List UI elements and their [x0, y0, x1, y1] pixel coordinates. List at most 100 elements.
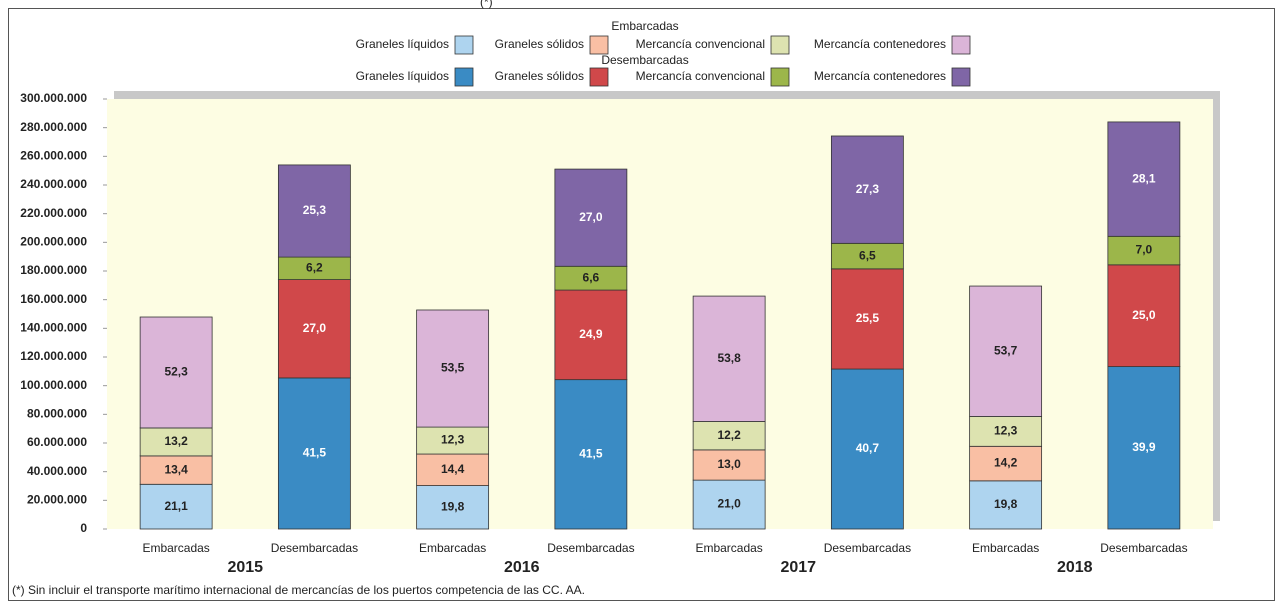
y-tick-label: 80.000.000: [27, 407, 87, 421]
plot-area: [107, 99, 1213, 529]
y-tick-label: 300.000.000: [20, 91, 87, 105]
bar-segment: [554, 289, 628, 381]
data-label: 40,7: [856, 441, 880, 455]
data-label: 27,0: [579, 210, 603, 224]
x-tick-label: Desembarcadas: [271, 541, 358, 555]
bar-segment: [692, 479, 766, 530]
bar-segment: [1107, 366, 1181, 530]
bar-segment: [139, 455, 213, 485]
bar-segment: [1107, 264, 1181, 368]
legend-label: Mercancía contenedores: [814, 37, 946, 51]
y-tick-label: 240.000.000: [20, 177, 87, 191]
bar-segment: [277, 377, 351, 530]
y-tick-label: 220.000.000: [20, 206, 87, 220]
data-label: 21,0: [717, 497, 741, 511]
data-label: 25,3: [303, 203, 327, 217]
y-tick-label: 180.000.000: [20, 263, 87, 277]
data-label: 12,3: [994, 424, 1018, 438]
data-label: 6,6: [583, 270, 600, 284]
data-label: 27,3: [856, 182, 880, 196]
data-label: 24,9: [579, 327, 603, 341]
bar-segment: [830, 135, 904, 244]
bar-segment: [416, 426, 490, 455]
bar-segment: [969, 445, 1043, 482]
bar-segment: [830, 268, 904, 370]
data-label: 53,7: [994, 343, 1018, 357]
bar-segment: [416, 485, 490, 530]
data-label: 12,2: [717, 428, 741, 442]
data-label: 41,5: [579, 446, 603, 460]
data-label: 6,5: [859, 248, 876, 262]
legend-swatch: [454, 67, 474, 87]
legend-label: Graneles líquidos: [356, 37, 449, 51]
data-label: 53,8: [717, 351, 741, 365]
x-tick-label: Desembarcadas: [824, 541, 911, 555]
legend-swatch: [770, 67, 790, 87]
data-label: 39,9: [1132, 440, 1156, 454]
data-label: 41,5: [303, 446, 327, 460]
data-label: 7,0: [1136, 243, 1153, 257]
data-label: 52,3: [164, 365, 188, 379]
y-tick-label: 20.000.000: [27, 493, 87, 507]
bar-segment: [277, 279, 351, 379]
y-tick-label: 120.000.000: [20, 349, 87, 363]
legend-label: Mercancía contenedores: [814, 69, 946, 83]
y-tick-label: 200.000.000: [20, 235, 87, 249]
x-tick-label: Desembarcadas: [547, 541, 634, 555]
bar-segment: [830, 368, 904, 530]
group-label: 2016: [504, 559, 540, 576]
group-label: 2018: [1057, 559, 1093, 576]
data-label: 13,4: [164, 462, 188, 476]
bar-segment: [1107, 235, 1181, 266]
bar-segment: [277, 164, 351, 258]
legend-label: Graneles sólidos: [495, 37, 584, 51]
group-label: 2017: [780, 559, 816, 576]
legend-swatch: [770, 35, 790, 55]
bar-segment: [139, 427, 213, 457]
footnote: (*) Sin incluir el transporte marítimo i…: [12, 583, 585, 597]
legend-swatch: [951, 35, 971, 55]
bar-segment: [830, 242, 904, 270]
legend-label: Mercancía convencional: [636, 69, 765, 83]
data-label: 19,8: [994, 497, 1018, 511]
bar-segment: [554, 379, 628, 530]
legend-title: Embarcadas: [611, 19, 678, 33]
data-label: 14,2: [994, 456, 1018, 470]
x-tick-label: Embarcadas: [695, 541, 762, 555]
legend-swatch: [454, 35, 474, 55]
bar-segment: [139, 483, 213, 530]
bar-segment: [416, 309, 490, 428]
x-tick-label: Embarcadas: [142, 541, 209, 555]
bar-segment: [139, 316, 213, 429]
legend-swatch: [589, 35, 609, 55]
y-tick-label: 280.000.000: [20, 120, 87, 134]
y-tick-label: 260.000.000: [20, 149, 87, 163]
data-label: 13,0: [717, 457, 741, 471]
legend-swatch: [589, 67, 609, 87]
bar-segment: [692, 295, 766, 422]
data-label: 19,8: [441, 499, 465, 513]
data-label: 53,5: [441, 361, 465, 375]
bar-segment: [969, 285, 1043, 417]
data-label: 28,1: [1132, 171, 1156, 185]
y-tick-label: 0: [80, 521, 87, 535]
bar-segment: [554, 168, 628, 267]
group-label: 2015: [227, 559, 263, 576]
legend-label: Graneles sólidos: [495, 69, 584, 83]
data-label: 13,2: [164, 434, 188, 448]
legend-title: Desembarcadas: [601, 53, 688, 67]
bar-segment: [969, 416, 1043, 447]
y-tick-label: 40.000.000: [27, 464, 87, 478]
y-tick-label: 140.000.000: [20, 321, 87, 335]
legend-label: Mercancía convencional: [636, 37, 765, 51]
legend-swatch: [951, 67, 971, 87]
y-tick-label: 60.000.000: [27, 435, 87, 449]
data-label: 25,0: [1132, 308, 1156, 322]
bar-segment: [692, 421, 766, 451]
x-tick-label: Desembarcadas: [1100, 541, 1187, 555]
y-tick-label: 100.000.000: [20, 378, 87, 392]
y-tick-label: 160.000.000: [20, 292, 87, 306]
data-label: 25,5: [856, 311, 880, 325]
data-label: 14,4: [441, 462, 465, 476]
